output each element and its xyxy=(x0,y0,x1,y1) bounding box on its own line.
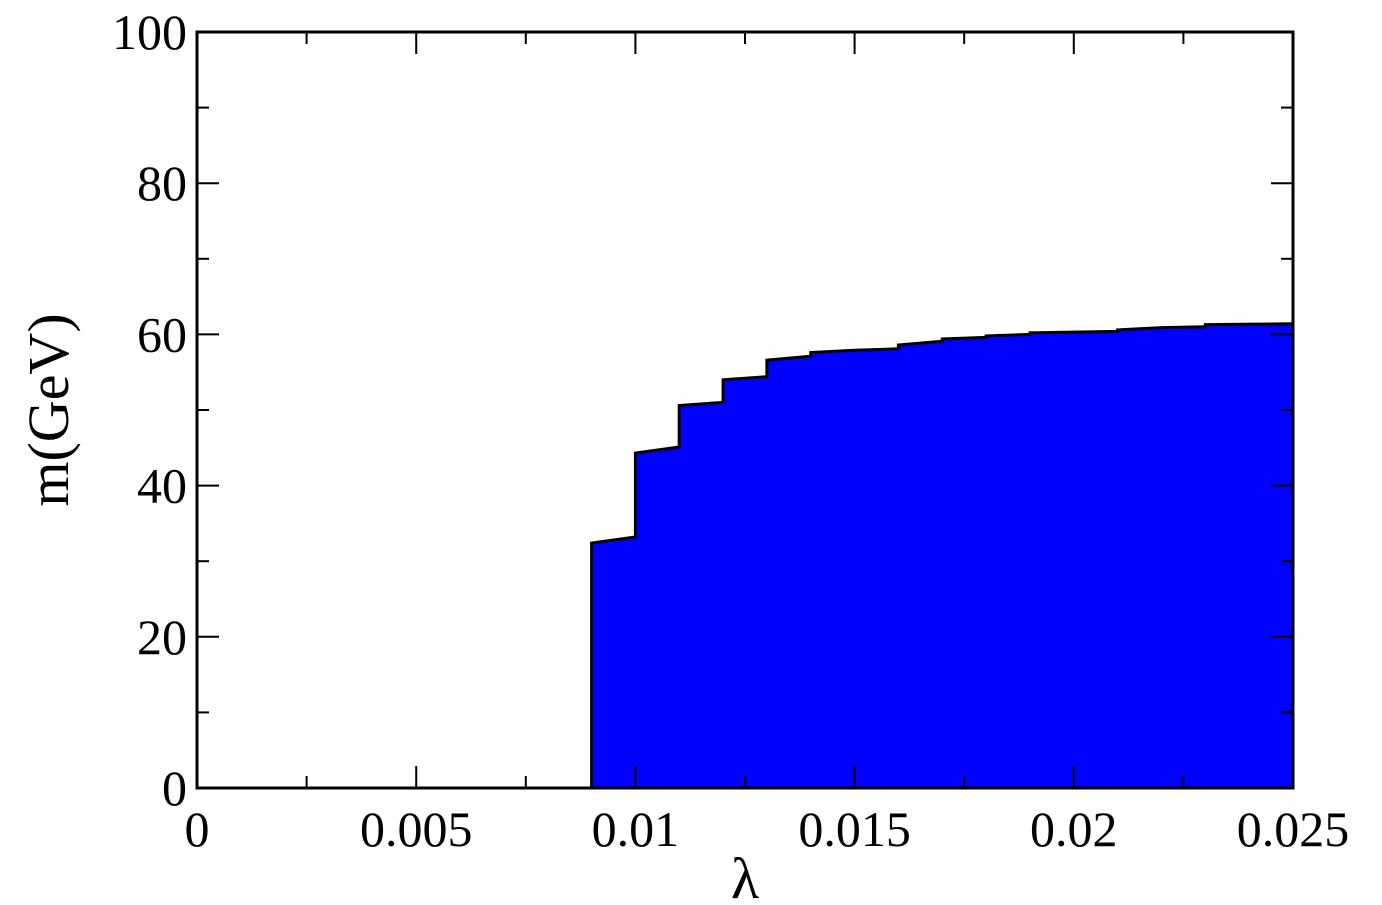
y-tick-label: 0 xyxy=(162,760,187,816)
y-tick-label: 60 xyxy=(137,306,187,362)
x-tick-label: 0.025 xyxy=(1237,801,1350,857)
area-edge-0 xyxy=(590,322,1294,788)
x-tick-label: 0.005 xyxy=(360,801,473,857)
tick-labels: 0 0.005 0.01 0.015 0.02 0.025 0 20 40 60 80 100 xyxy=(112,4,1349,857)
x-tick-label: 0 xyxy=(185,801,210,857)
x-axis-title: λ xyxy=(731,846,759,905)
x-tick-label: 0.015 xyxy=(798,801,911,857)
x-tick-label: 0.01 xyxy=(592,801,680,857)
y-tick-label: 20 xyxy=(137,609,187,665)
y-tick-label: 80 xyxy=(137,155,187,211)
plot-frame xyxy=(195,30,1295,790)
y-tick-label: 40 xyxy=(137,458,187,514)
plot-area xyxy=(590,322,1294,788)
area-fill-0 xyxy=(591,323,1293,788)
y-axis-title: m(GeV) xyxy=(16,313,81,506)
x-tick-label: 0.02 xyxy=(1030,801,1118,857)
y-tick-label: 100 xyxy=(112,4,187,60)
